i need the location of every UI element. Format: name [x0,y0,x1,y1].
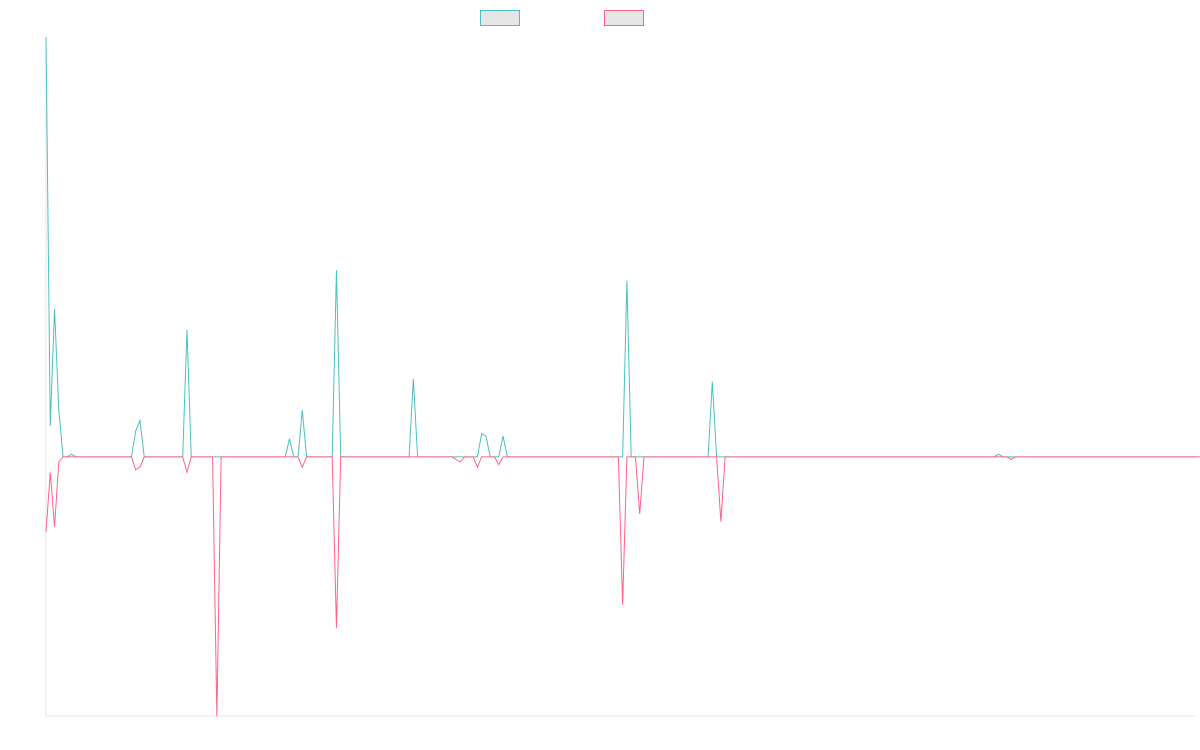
legend-swatch-series-1 [480,10,520,26]
legend-swatch-series-2 [604,10,644,26]
legend-item-series-2[interactable] [604,9,650,27]
legend-item-series-1[interactable] [480,9,526,27]
series-line-1 [45,36,1195,458]
chart-legend [0,9,1200,27]
series-line-2 [45,456,1200,717]
